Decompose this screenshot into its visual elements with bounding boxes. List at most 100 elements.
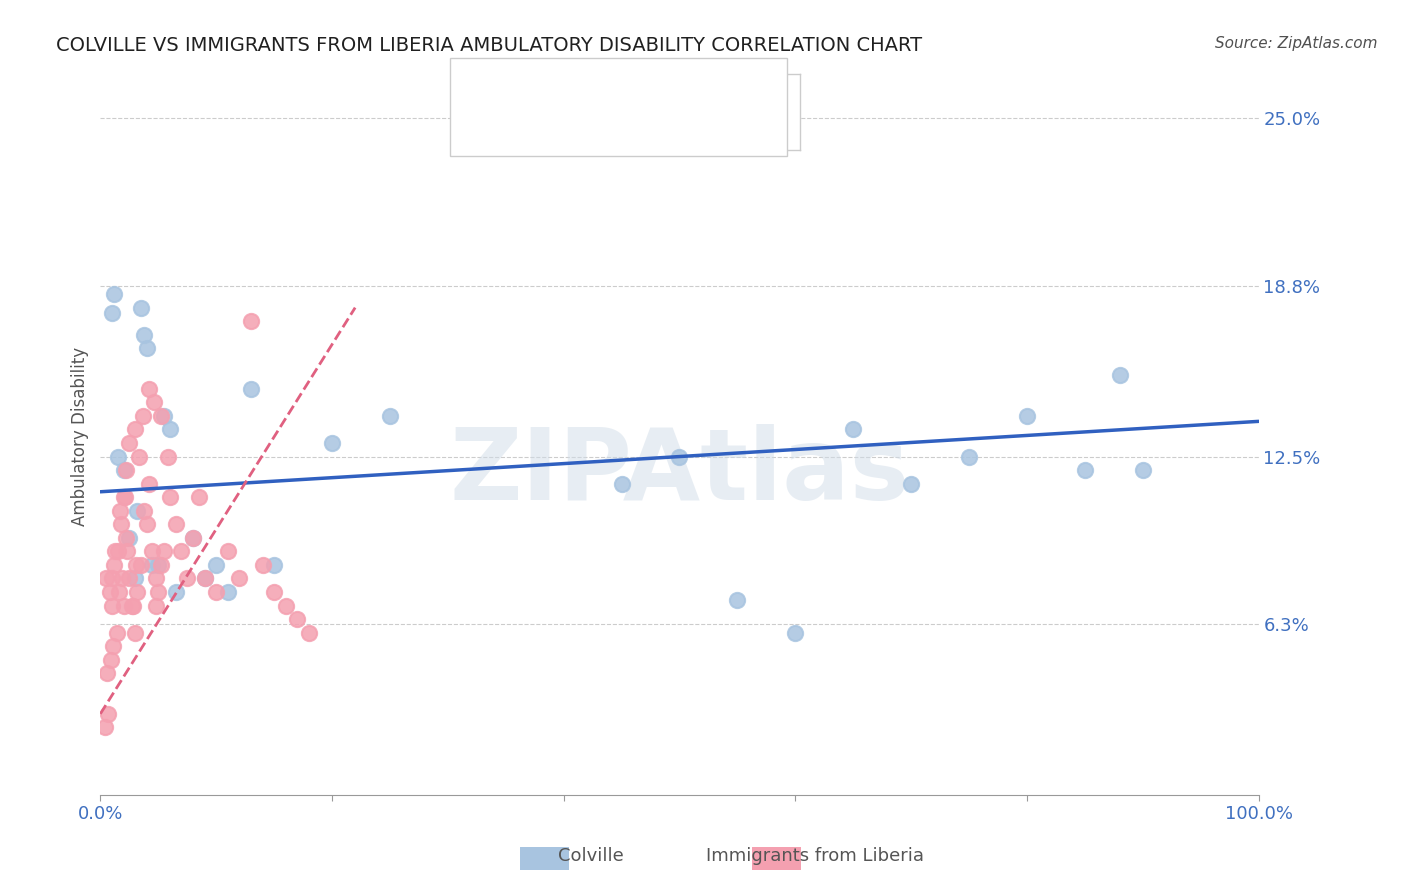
Point xyxy=(114,531,136,545)
Point xyxy=(239,382,262,396)
Point xyxy=(129,301,152,315)
Point xyxy=(148,558,170,572)
Point xyxy=(159,490,181,504)
Point xyxy=(112,463,135,477)
Point xyxy=(957,450,980,464)
Point xyxy=(378,409,401,423)
Point xyxy=(124,571,146,585)
Point xyxy=(141,544,163,558)
Point xyxy=(1108,368,1130,383)
Point xyxy=(94,571,117,585)
Point xyxy=(176,571,198,585)
Point xyxy=(124,422,146,436)
Point xyxy=(98,585,121,599)
Point xyxy=(153,544,176,558)
Point xyxy=(610,476,633,491)
Point xyxy=(842,422,865,436)
Point xyxy=(187,490,209,504)
Point xyxy=(110,517,132,532)
Point xyxy=(263,585,285,599)
Point xyxy=(115,544,138,558)
Point xyxy=(125,558,148,572)
Text: Immigrants from Liberia: Immigrants from Liberia xyxy=(706,847,925,865)
Point xyxy=(181,531,204,545)
Point xyxy=(148,585,170,599)
Point xyxy=(129,558,152,572)
Text: 34: 34 xyxy=(598,94,620,112)
Point xyxy=(153,409,176,423)
Point xyxy=(94,720,117,734)
Text: COLVILLE VS IMMIGRANTS FROM LIBERIA AMBULATORY DISABILITY CORRELATION CHART: COLVILLE VS IMMIGRANTS FROM LIBERIA AMBU… xyxy=(56,36,922,54)
Point xyxy=(1074,463,1097,477)
Point xyxy=(165,517,187,532)
Point xyxy=(141,558,163,572)
Point xyxy=(205,558,228,572)
Point xyxy=(263,558,285,572)
Text: 0.150: 0.150 xyxy=(513,94,564,112)
Y-axis label: Ambulatory Disability: Ambulatory Disability xyxy=(72,347,89,525)
Text: N =: N = xyxy=(562,125,614,143)
Point xyxy=(135,517,157,532)
Point xyxy=(1132,463,1154,477)
Point xyxy=(285,612,308,626)
Point xyxy=(111,571,134,585)
Point xyxy=(101,306,124,320)
Point xyxy=(217,544,239,558)
Point xyxy=(170,544,193,558)
Text: 63: 63 xyxy=(598,125,620,143)
Point xyxy=(138,476,160,491)
Point xyxy=(112,599,135,613)
Point xyxy=(228,571,250,585)
Point xyxy=(132,409,155,423)
Point xyxy=(100,653,122,667)
Text: N =: N = xyxy=(562,94,614,112)
Point xyxy=(134,327,156,342)
Point xyxy=(149,558,172,572)
Point xyxy=(138,382,160,396)
Point xyxy=(101,571,124,585)
Point xyxy=(194,571,217,585)
Point xyxy=(159,422,181,436)
Point xyxy=(217,585,239,599)
Text: 0.434: 0.434 xyxy=(513,125,565,143)
Point xyxy=(321,436,343,450)
Point xyxy=(900,476,922,491)
Point xyxy=(118,436,141,450)
Text: R =: R = xyxy=(471,125,522,143)
Point xyxy=(121,599,143,613)
Point xyxy=(118,531,141,545)
Point xyxy=(104,544,127,558)
Point xyxy=(181,531,204,545)
Point xyxy=(96,666,118,681)
Point xyxy=(205,585,228,599)
Point xyxy=(108,504,131,518)
Point xyxy=(101,639,124,653)
Text: R =: R = xyxy=(471,94,522,112)
Point xyxy=(112,490,135,504)
Point xyxy=(134,504,156,518)
Point xyxy=(101,599,124,613)
Point xyxy=(135,341,157,355)
Point xyxy=(274,599,297,613)
Point xyxy=(114,463,136,477)
Point xyxy=(785,625,807,640)
Point xyxy=(108,585,131,599)
Point xyxy=(103,287,125,301)
Point xyxy=(127,504,149,518)
Point xyxy=(107,544,129,558)
Point xyxy=(239,314,262,328)
Point xyxy=(194,571,217,585)
Point xyxy=(103,558,125,572)
Text: Colville: Colville xyxy=(558,847,623,865)
Point xyxy=(142,395,165,409)
Point xyxy=(298,625,321,640)
Point xyxy=(127,585,149,599)
Point xyxy=(668,450,690,464)
Point xyxy=(149,409,172,423)
Point xyxy=(105,625,128,640)
Bar xyxy=(468,84,485,106)
Point xyxy=(252,558,274,572)
Point xyxy=(124,625,146,640)
Point xyxy=(97,706,120,721)
Bar xyxy=(468,116,485,138)
